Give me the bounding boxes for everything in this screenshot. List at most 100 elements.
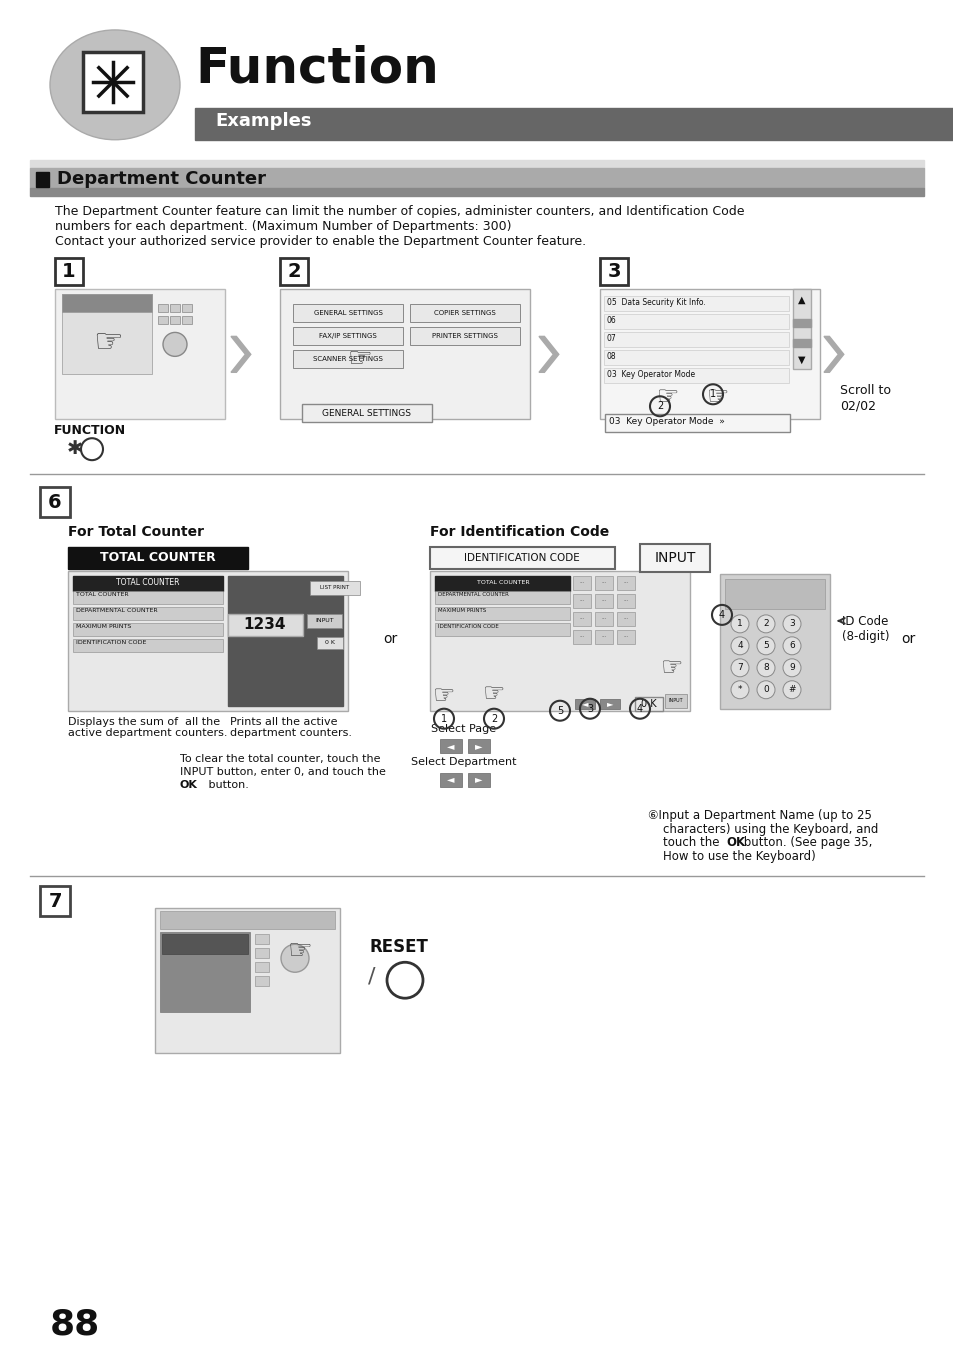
Bar [573, 612, 590, 626]
Text: IDENTIFICATION CODE: IDENTIFICATION CODE [437, 624, 498, 628]
Text: IDENTIFICATION CODE: IDENTIFICATION CODE [464, 553, 579, 563]
Bar [68, 547, 248, 569]
Text: IDENTIFICATION CODE: IDENTIFICATION CODE [76, 640, 146, 644]
Text: 03  Key Operator Mode: 03 Key Operator Mode [606, 370, 695, 380]
Bar [293, 304, 402, 323]
Text: #: # [787, 685, 795, 694]
Text: DEPARTMENTAL COUNTER: DEPARTMENTAL COUNTER [76, 608, 157, 613]
Bar [293, 350, 402, 369]
Text: 4: 4 [737, 642, 742, 650]
Bar [170, 304, 180, 312]
Text: ►: ► [475, 740, 482, 751]
Text: 7: 7 [737, 663, 742, 673]
Text: numbers for each department. (Maximum Number of Departments: 300): numbers for each department. (Maximum Nu… [55, 220, 511, 232]
Circle shape [730, 659, 748, 677]
Text: 2: 2 [657, 401, 662, 411]
Bar [280, 289, 530, 419]
Text: COPIER SETTINGS: COPIER SETTINGS [434, 311, 496, 316]
Text: ✱: ✱ [67, 439, 83, 458]
Text: 03  Key Operator Mode  »: 03 Key Operator Mode » [608, 417, 724, 427]
Text: Contact your authorized service provider to enable the Department Counter featur: Contact your authorized service provider… [55, 235, 585, 247]
Text: 2: 2 [762, 619, 768, 628]
Bar [254, 935, 269, 944]
Text: ⑥Input a Department Name (up to 25: ⑥Input a Department Name (up to 25 [647, 808, 871, 821]
Bar [40, 488, 70, 517]
Text: 5: 5 [762, 642, 768, 650]
Text: 1: 1 [737, 619, 742, 628]
Circle shape [730, 636, 748, 655]
Bar [307, 613, 341, 628]
Text: PRINTER SETTINGS: PRINTER SETTINGS [432, 334, 497, 339]
Text: FUNCTION: FUNCTION [54, 424, 126, 438]
Text: For Total Counter: For Total Counter [68, 526, 204, 539]
Bar [310, 581, 359, 594]
Bar [73, 607, 223, 620]
Bar [254, 962, 269, 973]
Text: INPUT button, enter 0, and touch the: INPUT button, enter 0, and touch the [180, 766, 385, 777]
Text: ---: --- [622, 635, 628, 639]
Text: To clear the total counter, touch the: To clear the total counter, touch the [180, 754, 380, 763]
Bar [160, 932, 250, 1012]
Bar [664, 694, 686, 708]
Circle shape [782, 636, 801, 655]
Text: ---: --- [600, 598, 606, 604]
Bar [410, 327, 519, 346]
Text: INPUT: INPUT [654, 551, 695, 565]
Bar [160, 912, 335, 929]
Text: The Department Counter feature can limit the number of copies, administer counte: The Department Counter feature can limit… [55, 204, 743, 218]
Bar [595, 630, 613, 644]
Bar [30, 159, 923, 168]
Text: 9: 9 [788, 663, 794, 673]
Circle shape [281, 944, 309, 973]
Circle shape [730, 681, 748, 698]
Text: 06: 06 [606, 316, 616, 326]
Bar [293, 327, 402, 346]
Text: Scroll to
02/02: Scroll to 02/02 [840, 384, 890, 412]
Circle shape [757, 659, 774, 677]
Text: ---: --- [600, 616, 606, 621]
Bar [316, 636, 343, 648]
Bar [73, 576, 223, 590]
Text: 0 K: 0 K [325, 640, 335, 646]
Text: button. (See page 35,: button. (See page 35, [740, 836, 871, 850]
Bar [595, 576, 613, 590]
Text: RESET: RESET [370, 939, 429, 957]
Text: ☞: ☞ [287, 938, 313, 965]
Text: /: / [368, 966, 375, 986]
Bar [158, 316, 168, 324]
Bar [68, 571, 348, 711]
Text: 6: 6 [788, 642, 794, 650]
Text: 8: 8 [762, 663, 768, 673]
Text: ►: ► [475, 774, 482, 785]
Bar [573, 630, 590, 644]
Bar [55, 258, 83, 285]
Bar [36, 172, 49, 186]
Bar [595, 612, 613, 626]
Text: ☞: ☞ [433, 685, 455, 709]
Bar [604, 415, 789, 432]
Text: ☞: ☞ [482, 682, 505, 707]
Bar [73, 590, 223, 604]
Text: *: * [737, 685, 741, 694]
Text: Examples: Examples [214, 112, 312, 130]
Text: 3: 3 [607, 262, 620, 281]
Bar [573, 594, 590, 608]
Text: 4: 4 [637, 704, 642, 713]
Bar [603, 315, 788, 330]
Text: 0: 0 [762, 685, 768, 694]
Text: Displays the sum of  all the
active department counters.: Displays the sum of all the active depar… [68, 717, 227, 738]
Text: ◄: ◄ [581, 700, 588, 708]
Bar [430, 547, 615, 569]
Text: GENERAL SETTINGS: GENERAL SETTINGS [322, 409, 411, 417]
Text: ☞: ☞ [656, 385, 679, 409]
Polygon shape [538, 336, 558, 373]
Bar [617, 630, 635, 644]
Text: TOTAL COUNTER: TOTAL COUNTER [76, 592, 129, 597]
Text: 07: 07 [606, 335, 616, 343]
Text: 08: 08 [606, 353, 616, 361]
Bar [639, 544, 709, 571]
Text: ---: --- [622, 598, 628, 604]
Text: ID Code
(8-digit): ID Code (8-digit) [841, 615, 888, 643]
Bar [603, 369, 788, 384]
Bar [254, 948, 269, 958]
